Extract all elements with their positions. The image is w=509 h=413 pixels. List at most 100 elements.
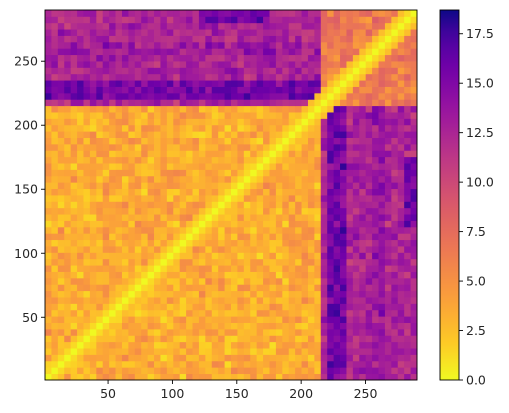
heatmap-cell — [237, 290, 245, 298]
heatmap-cell — [141, 29, 149, 36]
heatmap-cell — [83, 367, 91, 375]
heatmap-cell — [269, 265, 277, 272]
heatmap-cell — [340, 341, 347, 349]
heatmap-cell — [198, 67, 206, 75]
heatmap-cell — [314, 92, 322, 100]
heatmap-cell — [288, 169, 296, 177]
heatmap-cell — [365, 73, 373, 81]
heatmap-cell — [154, 297, 161, 304]
heatmap-cell — [384, 239, 392, 247]
heatmap-cell — [237, 131, 245, 138]
heatmap-cell — [327, 309, 335, 317]
heatmap-cell — [154, 150, 161, 158]
heatmap-cell — [263, 73, 270, 81]
heatmap-cell — [147, 54, 155, 62]
heatmap-cell — [89, 156, 97, 164]
heatmap-cell — [320, 195, 328, 202]
heatmap-cell — [96, 105, 104, 113]
heatmap-cell — [128, 61, 136, 68]
heatmap-cell — [128, 207, 136, 215]
heatmap-cell — [179, 10, 187, 17]
heatmap-cell — [269, 29, 277, 36]
heatmap-cell — [96, 195, 104, 202]
heatmap-cell — [102, 105, 110, 113]
x-tick-label: 50 — [100, 386, 116, 401]
heatmap-cell — [263, 61, 270, 68]
heatmap-cell — [243, 201, 251, 209]
heatmap-cell — [115, 207, 123, 215]
heatmap-cell — [301, 143, 309, 151]
heatmap-cell — [166, 73, 174, 81]
heatmap-cell — [231, 354, 238, 362]
heatmap-cell — [295, 22, 302, 30]
heatmap-cell — [154, 131, 161, 138]
heatmap-cell — [186, 137, 193, 145]
heatmap-cell — [314, 360, 322, 368]
heatmap-cell — [301, 367, 309, 375]
heatmap-cell — [96, 112, 104, 119]
heatmap-cell — [295, 335, 302, 343]
heatmap-cell — [109, 169, 116, 177]
heatmap-cell — [243, 169, 251, 177]
heatmap-cell — [70, 367, 78, 375]
heatmap-cell — [282, 99, 290, 107]
heatmap-cell — [115, 271, 123, 279]
heatmap-cell — [192, 341, 200, 349]
heatmap-cell — [404, 220, 411, 228]
heatmap-cell — [275, 322, 283, 330]
heatmap-cell — [365, 163, 373, 170]
heatmap-cell — [346, 239, 354, 247]
heatmap-cell — [295, 214, 302, 221]
heatmap-cell — [231, 188, 238, 196]
heatmap-cell — [372, 284, 379, 292]
heatmap-cell — [224, 271, 232, 279]
heatmap-cell — [307, 309, 315, 317]
heatmap-cell — [121, 35, 129, 43]
heatmap-cell — [410, 335, 418, 343]
heatmap-cell — [186, 252, 193, 260]
heatmap-cell — [307, 360, 315, 368]
heatmap-cell — [128, 131, 136, 138]
heatmap-cell — [397, 226, 405, 234]
heatmap-cell — [320, 258, 328, 266]
heatmap-cell — [218, 220, 225, 228]
heatmap-cell — [186, 131, 193, 138]
heatmap-cell — [301, 99, 309, 107]
heatmap-cell — [365, 175, 373, 183]
heatmap-cell — [192, 124, 200, 132]
heatmap-cell — [314, 137, 322, 145]
heatmap-cell — [115, 220, 123, 228]
heatmap-cell — [154, 290, 161, 298]
heatmap-cell — [205, 105, 213, 113]
heatmap-cell — [404, 124, 411, 132]
heatmap-cell — [340, 316, 347, 323]
heatmap-cell — [192, 239, 200, 247]
heatmap-cell — [211, 354, 219, 362]
heatmap-cell — [141, 22, 149, 30]
heatmap-cell — [77, 265, 84, 272]
heatmap-cell — [410, 246, 418, 253]
heatmap-cell — [102, 233, 110, 241]
heatmap-cell — [404, 309, 411, 317]
heatmap-cell — [173, 163, 181, 170]
heatmap-cell — [307, 143, 315, 151]
heatmap-cell — [192, 137, 200, 145]
heatmap-cell — [134, 271, 142, 279]
heatmap-cell — [179, 29, 187, 36]
heatmap-cell — [384, 195, 392, 202]
heatmap-cell — [301, 309, 309, 317]
heatmap-cell — [378, 309, 386, 317]
heatmap-cell — [333, 105, 341, 113]
heatmap-cell — [275, 328, 283, 336]
heatmap-cell — [365, 118, 373, 126]
heatmap-cell — [250, 131, 258, 138]
heatmap-cell — [115, 277, 123, 285]
heatmap-cell — [77, 207, 84, 215]
heatmap-cell — [410, 10, 418, 17]
heatmap-cell — [231, 252, 238, 260]
heatmap-cell — [333, 226, 341, 234]
heatmap-cell — [320, 265, 328, 272]
heatmap-cell — [352, 341, 360, 349]
heatmap-cell — [333, 348, 341, 355]
heatmap-cell — [243, 41, 251, 49]
